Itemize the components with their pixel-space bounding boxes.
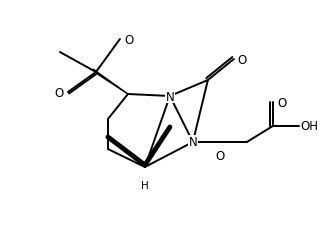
Text: O: O bbox=[278, 96, 287, 109]
Text: O: O bbox=[238, 53, 247, 66]
Text: OH: OH bbox=[301, 120, 319, 133]
Text: O: O bbox=[124, 33, 133, 46]
Text: N: N bbox=[166, 90, 174, 103]
Text: O: O bbox=[215, 149, 225, 162]
Text: O: O bbox=[55, 86, 64, 99]
Text: N: N bbox=[189, 136, 197, 149]
Text: H: H bbox=[141, 180, 149, 190]
Polygon shape bbox=[93, 70, 128, 95]
